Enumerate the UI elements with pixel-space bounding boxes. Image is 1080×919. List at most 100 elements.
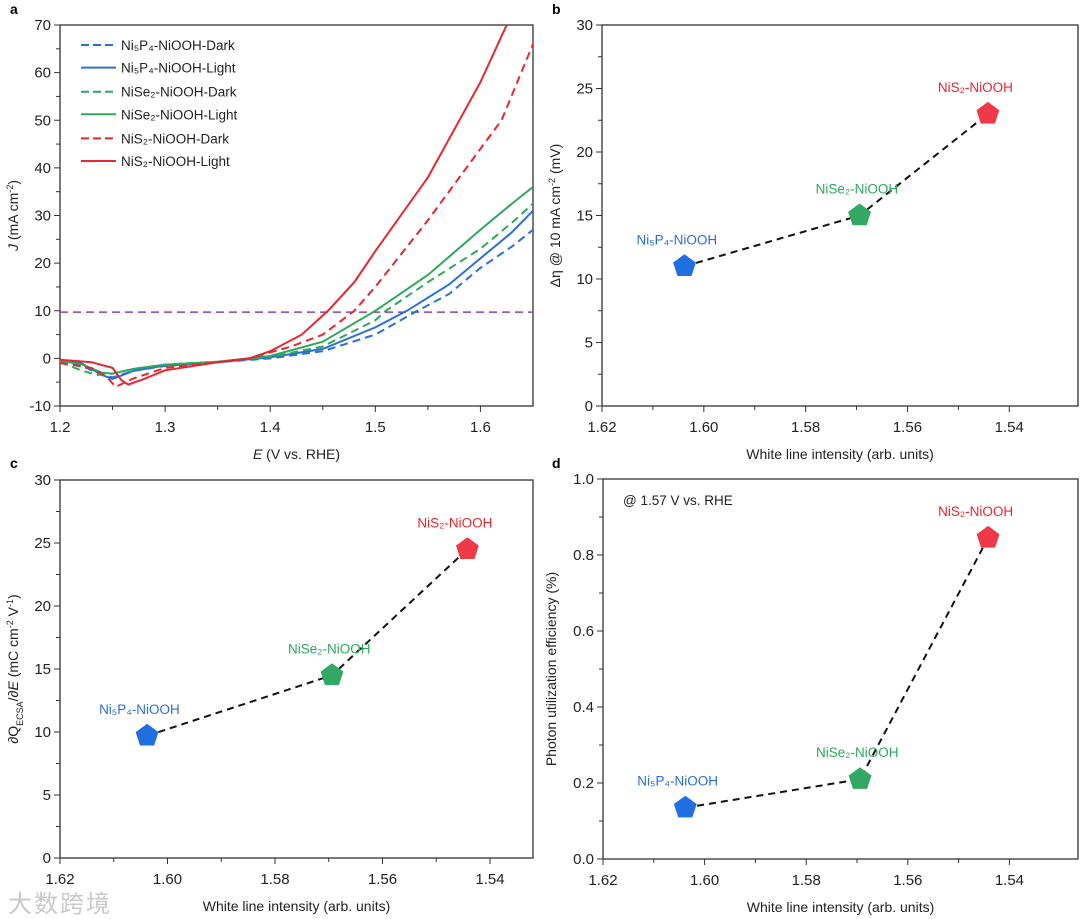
label-part: White line intensity (arb. units) — [746, 446, 934, 462]
x-tick-label: 1.56 — [893, 419, 922, 436]
y-tick-label: 10 — [34, 303, 51, 320]
y-tick-label: 10 — [34, 724, 51, 741]
legend-label: Ni₅P₄-NiOOH-Dark — [121, 38, 235, 53]
pentagon-marker — [135, 723, 159, 746]
panel-a: a 1.2 1.3 1.4 1.5 1.6 -10 0 10 20 30 40 50 60 70 E (V v… — [5, 1, 534, 462]
pentagon-marker — [976, 525, 1000, 548]
pentagon-marker — [673, 254, 696, 276]
y-tick-label: 30 — [34, 472, 51, 489]
y-tick-label: -10 — [29, 398, 51, 415]
series-line — [60, 25, 508, 386]
panel-d: d 1.62 1.60 1.58 1.56 1.54 0.0 0.2 0.4 0.6 0.8 1.0 W… — [543, 455, 1079, 915]
panel-label: c — [10, 455, 18, 471]
label-part: -2 — [547, 178, 557, 186]
y-tick-label: 1.0 — [573, 471, 594, 488]
x-tick-label: 1.56 — [893, 872, 922, 889]
legend-label: Ni₅P₄-NiOOH-Light — [121, 61, 236, 76]
point-label: Ni₅P₄-NiOOH — [637, 774, 718, 789]
legend-label: NiS₂-NiOOH-Dark — [121, 131, 229, 146]
plot-frame — [59, 479, 534, 859]
pentagon-marker — [673, 795, 697, 818]
y-tick-label: 30 — [34, 208, 51, 225]
label-part: (mV) — [547, 144, 563, 178]
y-axis-label: Δη @ 10 mA cm-2 (mV) — [547, 144, 563, 288]
y-tick-label: 25 — [576, 81, 593, 98]
x-axis-label: White line intensity (arb. units) — [747, 899, 935, 915]
point-label: NiSe₂-NiOOH — [816, 182, 899, 197]
x-tick-label: 1.60 — [690, 872, 719, 889]
series-line — [60, 210, 533, 380]
x-tick-label: 1.4 — [260, 419, 281, 436]
series-line — [60, 43, 533, 389]
x-axis-label: White line intensity (arb. units) — [746, 446, 934, 462]
y-tick-label: 0 — [43, 850, 51, 867]
label-part: ) — [5, 180, 21, 185]
y-tick-label: 40 — [34, 160, 51, 177]
annotation: @ 1.57 V vs. RHE — [623, 493, 733, 508]
x-tick-label: 1.62 — [587, 419, 616, 436]
x-tick-label: 1.5 — [365, 419, 386, 436]
y-tick-label: 0.2 — [573, 775, 594, 792]
x-tick-label: 1.60 — [689, 419, 718, 436]
y-tick-label: 20 — [34, 255, 51, 272]
y-tick-label: 5 — [43, 787, 51, 804]
x-tick-label: 1.56 — [368, 871, 397, 888]
legend-label: NiS₂-NiOOH-Light — [121, 154, 230, 169]
point-label: NiSe₂-NiOOH — [816, 745, 899, 760]
point-label: NiS₂-NiOOH — [417, 515, 492, 530]
label-part: (mC cm — [5, 628, 21, 681]
x-tick-label: 1.54 — [995, 872, 1024, 889]
panel-label: b — [552, 1, 561, 17]
label-part: Δη @ 10 mA cm — [547, 186, 563, 287]
trend-line — [685, 537, 989, 809]
point-label: Ni₅P₄-NiOOH — [99, 702, 180, 717]
y-tick-label: 25 — [34, 535, 51, 552]
x-axis-label: E (V vs. RHE) — [253, 446, 340, 462]
label-part: /∂ — [5, 690, 21, 701]
x-tick-label: 1.58 — [792, 872, 821, 889]
label-part: ∂Q — [5, 726, 21, 744]
label-part: -2 — [5, 185, 15, 193]
x-tick-label: 1.3 — [155, 419, 176, 436]
y-tick-label: 0.0 — [573, 851, 594, 868]
y-tick-label: 0.4 — [573, 699, 594, 716]
y-tick-label: 20 — [34, 598, 51, 615]
label-part: Photon utilization efficiency (%) — [543, 572, 559, 766]
x-tick-label: 1.62 — [45, 871, 74, 888]
label-part: V — [5, 606, 21, 620]
x-tick-label: 1.2 — [50, 419, 71, 436]
panel-label: d — [552, 455, 561, 471]
x-tick-label: 1.6 — [470, 419, 491, 436]
label-part: White line intensity (arb. units) — [203, 898, 391, 914]
y-tick-label: 15 — [576, 208, 593, 225]
series-line — [60, 186, 533, 375]
point-label: Ni₅P₄-NiOOH — [636, 232, 717, 247]
x-axis-label: White line intensity (arb. units) — [203, 898, 391, 914]
label-part: (V vs. RHE) — [262, 446, 340, 462]
y-axis-label: Photon utilization efficiency (%) — [543, 572, 559, 766]
y-tick-label: 60 — [34, 65, 51, 82]
y-tick-label: 70 — [34, 17, 51, 34]
y-tick-label: 0.6 — [573, 623, 594, 640]
panel-label: a — [10, 1, 18, 17]
label-part: E — [253, 446, 263, 462]
y-axis-label: J (mA cm-2) — [5, 180, 21, 252]
point-label: NiS₂-NiOOH — [938, 80, 1013, 95]
x-tick-label: 1.62 — [588, 872, 617, 889]
panel-b: b 1.62 1.60 1.58 1.56 1.54 0 5 10 15 20 25 30 White l… — [547, 1, 1079, 462]
plot-frame — [602, 478, 1079, 860]
y-tick-label: 0 — [585, 398, 593, 415]
point-label: NiSe₂-NiOOH — [288, 641, 371, 656]
pentagon-marker — [848, 767, 872, 789]
y-tick-label: 50 — [34, 112, 51, 129]
pentagon-marker — [456, 537, 479, 559]
watermark: 大数跨境 — [8, 890, 112, 918]
y-axis-label: ∂QECSA/∂E (mC cm-2 V-1) — [5, 594, 25, 743]
y-tick-label: 0.8 — [573, 547, 594, 564]
pentagon-marker — [848, 203, 871, 226]
x-tick-label: 1.54 — [475, 871, 504, 888]
series-line — [60, 229, 533, 379]
x-tick-label: 1.58 — [260, 871, 289, 888]
panel-c: c 1.62 1.60 1.58 1.56 1.54 0 5 10 15 20 25 30 White l… — [5, 455, 534, 914]
